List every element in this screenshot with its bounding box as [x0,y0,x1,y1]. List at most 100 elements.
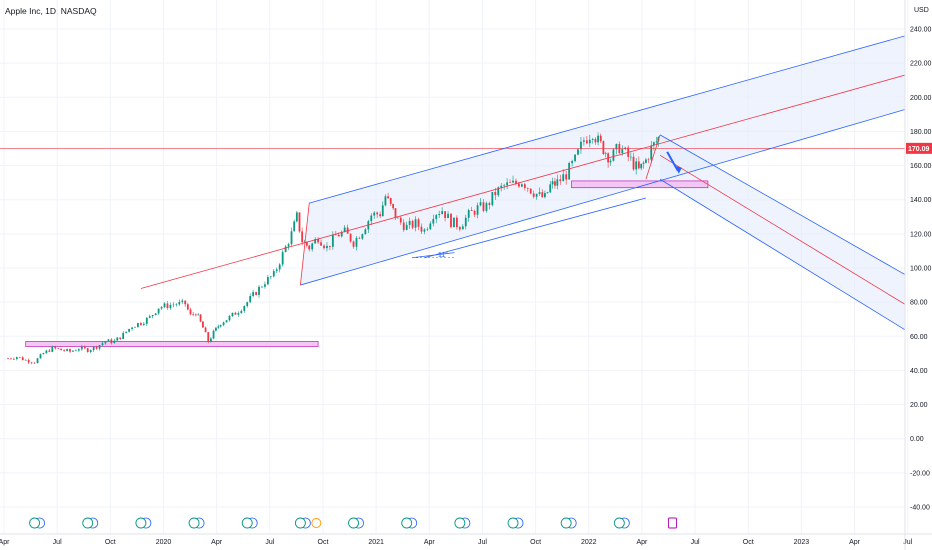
pitchfork-handle-line[interactable] [299,203,310,286]
x-tick-label: Jul [903,539,912,546]
earnings-marker-icon[interactable] [241,517,253,529]
candle-body [39,354,42,359]
earnings-marker-icon[interactable] [29,517,41,529]
trend-lines[interactable] [0,29,929,345]
candle-body [652,142,655,146]
x-tick-label: Apr [849,539,861,546]
earnings-marker-icon[interactable] [294,517,306,529]
candle-body [308,245,311,250]
earnings-marker-icon[interactable] [454,517,466,529]
earnings-marker-icon[interactable] [188,517,200,529]
event-markers[interactable] [29,517,677,529]
x-tick-label: Oct [318,539,329,546]
candle-body [266,277,269,285]
candle-body [301,231,304,243]
candle-body [178,301,181,305]
candle-body [512,180,514,183]
falling-channel-fill [660,134,905,330]
x-tick-label: Apr [0,539,10,546]
candle-body [281,252,284,265]
current-price-label: 170.09 [908,146,930,153]
candle-body [376,212,379,215]
candle-body [189,309,192,315]
candle-body [137,323,139,327]
x-tick-label: Apr [636,539,648,546]
candle-body [27,359,30,363]
earnings-marker-icon[interactable] [507,517,519,529]
down-channel-lower-line[interactable] [659,178,929,345]
candle-body [389,198,392,204]
earnings-marker-icon[interactable] [135,517,147,529]
candle-body [243,306,246,311]
candle-body [650,145,653,160]
candle-body [140,323,142,325]
angle-label: 11° [438,251,448,259]
x-tick-label: 2022 [581,539,597,546]
earnings-marker-icon[interactable] [560,517,572,529]
angle-tool-line[interactable] [411,252,455,259]
candle-body [432,218,435,224]
candle-body [414,219,417,228]
candle-body [160,307,163,309]
candle-body [142,323,145,325]
candle-body [453,217,455,228]
current-price-badge [906,142,932,154]
candle-body [349,233,352,242]
x-tick-label: Oct [743,539,754,546]
upcoming-earnings-icon[interactable] [668,517,677,529]
candle-body [503,185,506,186]
candle-body [237,313,240,315]
candle-body [219,325,222,327]
candle-body [485,203,488,211]
support-trend-line[interactable] [424,197,647,259]
candle-body [169,304,172,309]
candle-body [604,153,607,154]
candle-body [45,350,48,354]
earnings-marker-icon[interactable] [613,517,625,529]
channel-median-line[interactable] [140,68,930,289]
candle-body [583,140,585,142]
candle-body [119,337,122,339]
candle-body [54,346,57,349]
candle-body [163,303,166,308]
down-channel-median-line[interactable] [659,154,929,319]
candle-body [234,312,237,315]
candle-body [258,286,260,295]
candle-body [470,210,473,211]
candle-body [387,196,389,199]
earnings-marker-icon[interactable] [401,517,413,529]
candle-body [197,314,200,316]
candle-body [405,224,408,230]
candle-body [541,192,544,198]
candle-body [635,161,638,170]
candle-body [329,245,331,247]
candles [7,132,660,365]
candle-body [293,221,296,232]
candle-body [361,234,364,239]
earnings-marker-icon[interactable] [348,517,359,529]
x-tick-label: Oct [105,539,116,546]
candle-body [107,339,110,342]
candle-body [295,212,298,222]
down-channel-upper-line[interactable] [659,134,929,289]
candle-body [264,284,266,287]
channel-upper-line[interactable] [309,29,929,204]
candle-body [529,188,532,194]
earnings-marker-icon[interactable] [82,517,94,529]
candle-body [426,229,429,230]
candle-body [450,213,452,228]
candle-body [72,350,74,352]
candle-body [207,332,210,342]
candle-body [632,156,635,170]
split-marker-icon[interactable] [311,518,322,528]
pitchfork-handle-line-2[interactable] [645,134,661,180]
candle-body [494,192,497,196]
candle-body [518,183,520,187]
candle-body [597,135,599,143]
candle-body [556,179,559,186]
channel-lower-line[interactable] [300,102,929,286]
candle-body [134,326,136,328]
support-zone[interactable] [25,341,319,347]
candle-body [24,359,27,361]
